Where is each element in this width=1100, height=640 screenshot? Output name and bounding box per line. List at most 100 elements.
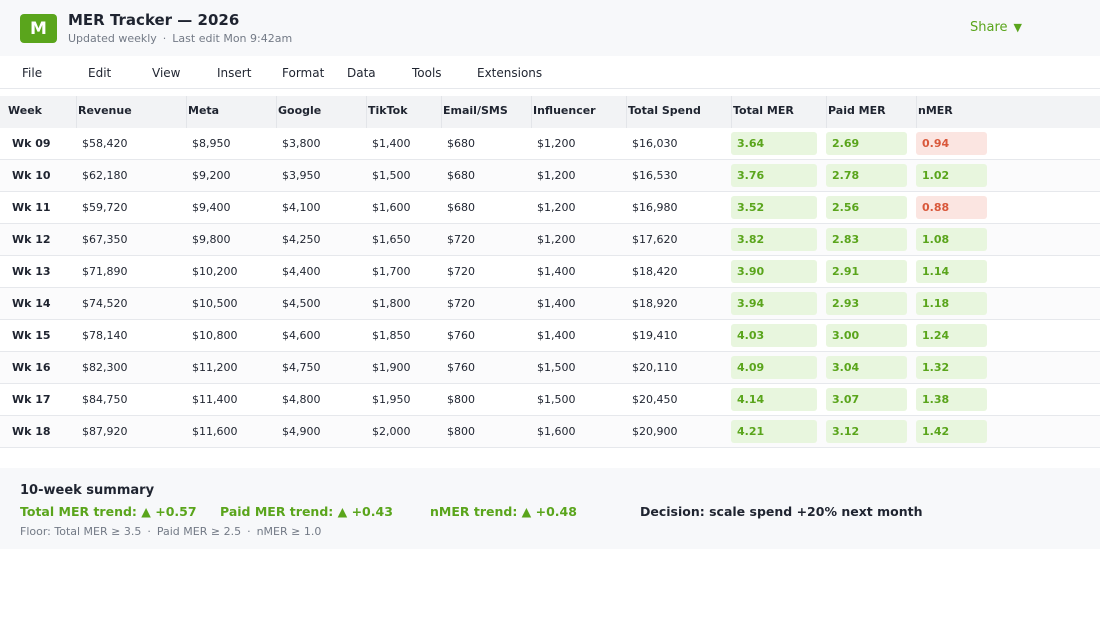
cell-meta[interactable]: $11,200 — [192, 361, 238, 374]
column-header-nmer[interactable]: nMER — [916, 96, 953, 128]
cell-tiktok[interactable]: $1,950 — [372, 393, 411, 406]
column-header-email-sms[interactable]: Email/SMS — [441, 96, 508, 128]
cell-revenue[interactable]: $74,520 — [82, 297, 128, 310]
cell-nmer[interactable]: 0.88 — [916, 196, 987, 219]
cell-revenue[interactable]: $67,350 — [82, 233, 128, 246]
cell-week[interactable]: Wk 12 — [12, 233, 51, 246]
cell-nmer[interactable]: 1.02 — [916, 164, 987, 187]
cell-influencer[interactable]: $1,400 — [537, 329, 576, 342]
cell-influencer[interactable]: $1,200 — [537, 201, 576, 214]
cell-email-sms[interactable]: $680 — [447, 201, 475, 214]
cell-influencer[interactable]: $1,200 — [537, 233, 576, 246]
column-header-paid-mer[interactable]: Paid MER — [826, 96, 886, 128]
cell-paid-mer[interactable]: 2.91 — [826, 260, 907, 283]
cell-tiktok[interactable]: $1,600 — [372, 201, 411, 214]
menu-insert[interactable]: Insert — [217, 66, 252, 80]
cell-tiktok[interactable]: $1,900 — [372, 361, 411, 374]
column-header-total-spend[interactable]: Total Spend — [626, 96, 701, 128]
column-header-week[interactable]: Week — [8, 104, 42, 117]
cell-tiktok[interactable]: $1,700 — [372, 265, 411, 278]
cell-total-spend[interactable]: $20,110 — [632, 361, 678, 374]
menu-file[interactable]: File — [22, 66, 43, 80]
cell-influencer[interactable]: $1,200 — [537, 137, 576, 150]
cell-week[interactable]: Wk 10 — [12, 169, 51, 182]
cell-paid-mer[interactable]: 2.78 — [826, 164, 907, 187]
cell-email-sms[interactable]: $720 — [447, 265, 475, 278]
cell-total-spend[interactable]: $19,410 — [632, 329, 678, 342]
cell-revenue[interactable]: $62,180 — [82, 169, 128, 182]
cell-tiktok[interactable]: $1,650 — [372, 233, 411, 246]
cell-revenue[interactable]: $78,140 — [82, 329, 128, 342]
cell-google[interactable]: $4,750 — [282, 361, 321, 374]
cell-influencer[interactable]: $1,500 — [537, 393, 576, 406]
cell-meta[interactable]: $10,200 — [192, 265, 238, 278]
cell-total-spend[interactable]: $16,980 — [632, 201, 678, 214]
cell-email-sms[interactable]: $760 — [447, 361, 475, 374]
cell-tiktok[interactable]: $1,800 — [372, 297, 411, 310]
cell-influencer[interactable]: $1,600 — [537, 425, 576, 438]
column-header-meta[interactable]: Meta — [186, 96, 219, 128]
cell-paid-mer[interactable]: 3.12 — [826, 420, 907, 443]
column-header-total-mer[interactable]: Total MER — [731, 96, 794, 128]
cell-revenue[interactable]: $59,720 — [82, 201, 128, 214]
menu-edit[interactable]: Edit — [88, 66, 112, 80]
cell-nmer[interactable]: 1.32 — [916, 356, 987, 379]
menu-format[interactable]: Format — [282, 66, 325, 80]
column-header-tiktok[interactable]: TikTok — [366, 96, 408, 128]
cell-paid-mer[interactable]: 2.56 — [826, 196, 907, 219]
cell-google[interactable]: $4,900 — [282, 425, 321, 438]
menu-extensions[interactable]: Extensions — [477, 66, 543, 80]
cell-total-mer[interactable]: 3.82 — [731, 228, 817, 251]
cell-google[interactable]: $4,800 — [282, 393, 321, 406]
cell-revenue[interactable]: $84,750 — [82, 393, 128, 406]
cell-tiktok[interactable]: $2,000 — [372, 425, 411, 438]
cell-influencer[interactable]: $1,400 — [537, 265, 576, 278]
cell-total-spend[interactable]: $20,450 — [632, 393, 678, 406]
cell-meta[interactable]: $9,400 — [192, 201, 231, 214]
cell-email-sms[interactable]: $680 — [447, 169, 475, 182]
cell-tiktok[interactable]: $1,850 — [372, 329, 411, 342]
cell-email-sms[interactable]: $720 — [447, 297, 475, 310]
cell-total-mer[interactable]: 4.14 — [731, 388, 817, 411]
menu-tools[interactable]: Tools — [412, 66, 442, 80]
cell-influencer[interactable]: $1,500 — [537, 361, 576, 374]
last-edit-link[interactable]: Last edit Mon 9:42am — [172, 32, 293, 45]
share-button[interactable]: Share ▼ — [964, 16, 1028, 38]
cell-week[interactable]: Wk 17 — [12, 393, 51, 406]
cell-total-spend[interactable]: $16,530 — [632, 169, 678, 182]
cell-revenue[interactable]: $71,890 — [82, 265, 128, 278]
cell-google[interactable]: $4,400 — [282, 265, 321, 278]
column-header-google[interactable]: Google — [276, 96, 321, 128]
cell-paid-mer[interactable]: 3.04 — [826, 356, 907, 379]
cell-google[interactable]: $3,950 — [282, 169, 321, 182]
cell-nmer[interactable]: 1.14 — [916, 260, 987, 283]
cell-total-mer[interactable]: 4.21 — [731, 420, 817, 443]
cell-tiktok[interactable]: $1,500 — [372, 169, 411, 182]
cell-total-spend[interactable]: $20,900 — [632, 425, 678, 438]
cell-total-mer[interactable]: 3.64 — [731, 132, 817, 155]
cell-google[interactable]: $3,800 — [282, 137, 321, 150]
menu-view[interactable]: View — [152, 66, 181, 80]
cell-week[interactable]: Wk 09 — [12, 137, 51, 150]
cell-google[interactable]: $4,500 — [282, 297, 321, 310]
cell-paid-mer[interactable]: 3.00 — [826, 324, 907, 347]
cell-email-sms[interactable]: $680 — [447, 137, 475, 150]
cell-week[interactable]: Wk 18 — [12, 425, 51, 438]
cell-meta[interactable]: $9,800 — [192, 233, 231, 246]
column-header-influencer[interactable]: Influencer — [531, 96, 596, 128]
cell-paid-mer[interactable]: 2.83 — [826, 228, 907, 251]
cell-meta[interactable]: $10,500 — [192, 297, 238, 310]
cell-email-sms[interactable]: $720 — [447, 233, 475, 246]
cell-total-mer[interactable]: 3.52 — [731, 196, 817, 219]
cell-google[interactable]: $4,250 — [282, 233, 321, 246]
cell-total-mer[interactable]: 4.09 — [731, 356, 817, 379]
cell-total-spend[interactable]: $18,420 — [632, 265, 678, 278]
cell-revenue[interactable]: $87,920 — [82, 425, 128, 438]
cell-nmer[interactable]: 1.38 — [916, 388, 987, 411]
cell-nmer[interactable]: 1.24 — [916, 324, 987, 347]
document-title[interactable]: MER Tracker — 2026 — [68, 11, 240, 29]
cell-paid-mer[interactable]: 3.07 — [826, 388, 907, 411]
cell-influencer[interactable]: $1,200 — [537, 169, 576, 182]
cell-week[interactable]: Wk 16 — [12, 361, 51, 374]
cell-meta[interactable]: $10,800 — [192, 329, 238, 342]
